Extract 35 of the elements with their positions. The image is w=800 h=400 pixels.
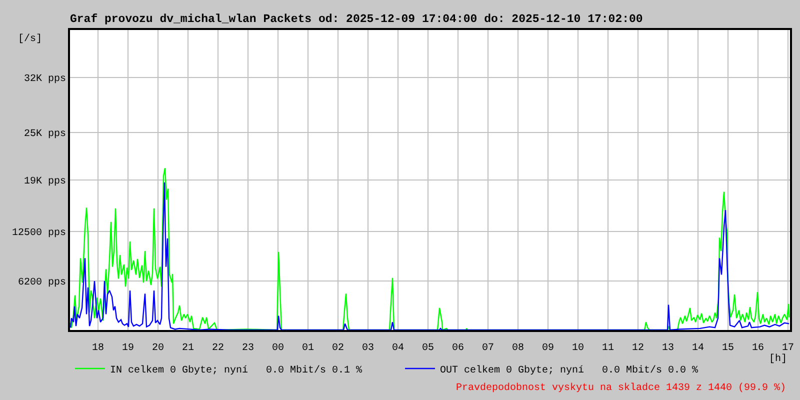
legend-label: IN celkem 0 Gbyte; nyní 0.0 Mbit/s 0.1 % — [110, 364, 362, 376]
x-tick-label: 21 — [182, 343, 194, 354]
text: Pravdepodobnost vyskytu na skladce 1439 z 1440 (99.9 %) — [456, 382, 786, 394]
x-tick-label: 20 — [152, 343, 164, 354]
x-tick-label: 18 — [92, 343, 104, 354]
x-tick-label: 22 — [212, 343, 224, 354]
y-tick-label: 6200 pps — [18, 278, 66, 289]
x-tick-label: 06 — [452, 343, 464, 354]
legend-label: OUT celkem 0 Gbyte; nyní 0.0 Mbit/s 0.0 % — [440, 364, 698, 376]
x-tick-label: 05 — [422, 343, 434, 354]
chart-title: Graf provozu dv_michal_wlan Packets od: 2025-12-09 17:04:00 do: 2025-12-10 17:02:00 — [70, 13, 643, 26]
y-tick-label: 32K pps — [24, 74, 66, 85]
x-axis-title: [h] — [769, 353, 788, 365]
x-tick-label: 08 — [512, 343, 524, 354]
x-tick-label: 07 — [482, 343, 494, 354]
y-tick-label: 25K pps — [24, 129, 66, 140]
x-tick-label: 00 — [272, 343, 284, 354]
y-tick-label: 12500 pps — [12, 228, 66, 239]
x-tick-label: 15 — [722, 343, 734, 354]
x-tick-label: 13 — [662, 343, 674, 354]
y-axis-title: [/s] — [18, 33, 42, 45]
x-tick-label: 01 — [302, 343, 314, 354]
x-tick-label: 02 — [332, 343, 344, 354]
x-tick-label: 16 — [752, 343, 764, 354]
x-tick-label: 17 — [782, 343, 794, 354]
x-tick-label: 14 — [692, 343, 704, 354]
x-tick-label: 03 — [362, 343, 374, 354]
x-tick-label: 09 — [542, 343, 554, 354]
x-tick-label: 10 — [572, 343, 584, 354]
x-tick-label: 19 — [122, 343, 134, 354]
y-tick-label: 19K pps — [24, 176, 66, 188]
x-tick-label: 11 — [602, 343, 614, 354]
x-tick-label: 23 — [242, 343, 254, 354]
x-tick-label: 12 — [632, 343, 644, 354]
x-tick-label: 04 — [392, 343, 404, 354]
